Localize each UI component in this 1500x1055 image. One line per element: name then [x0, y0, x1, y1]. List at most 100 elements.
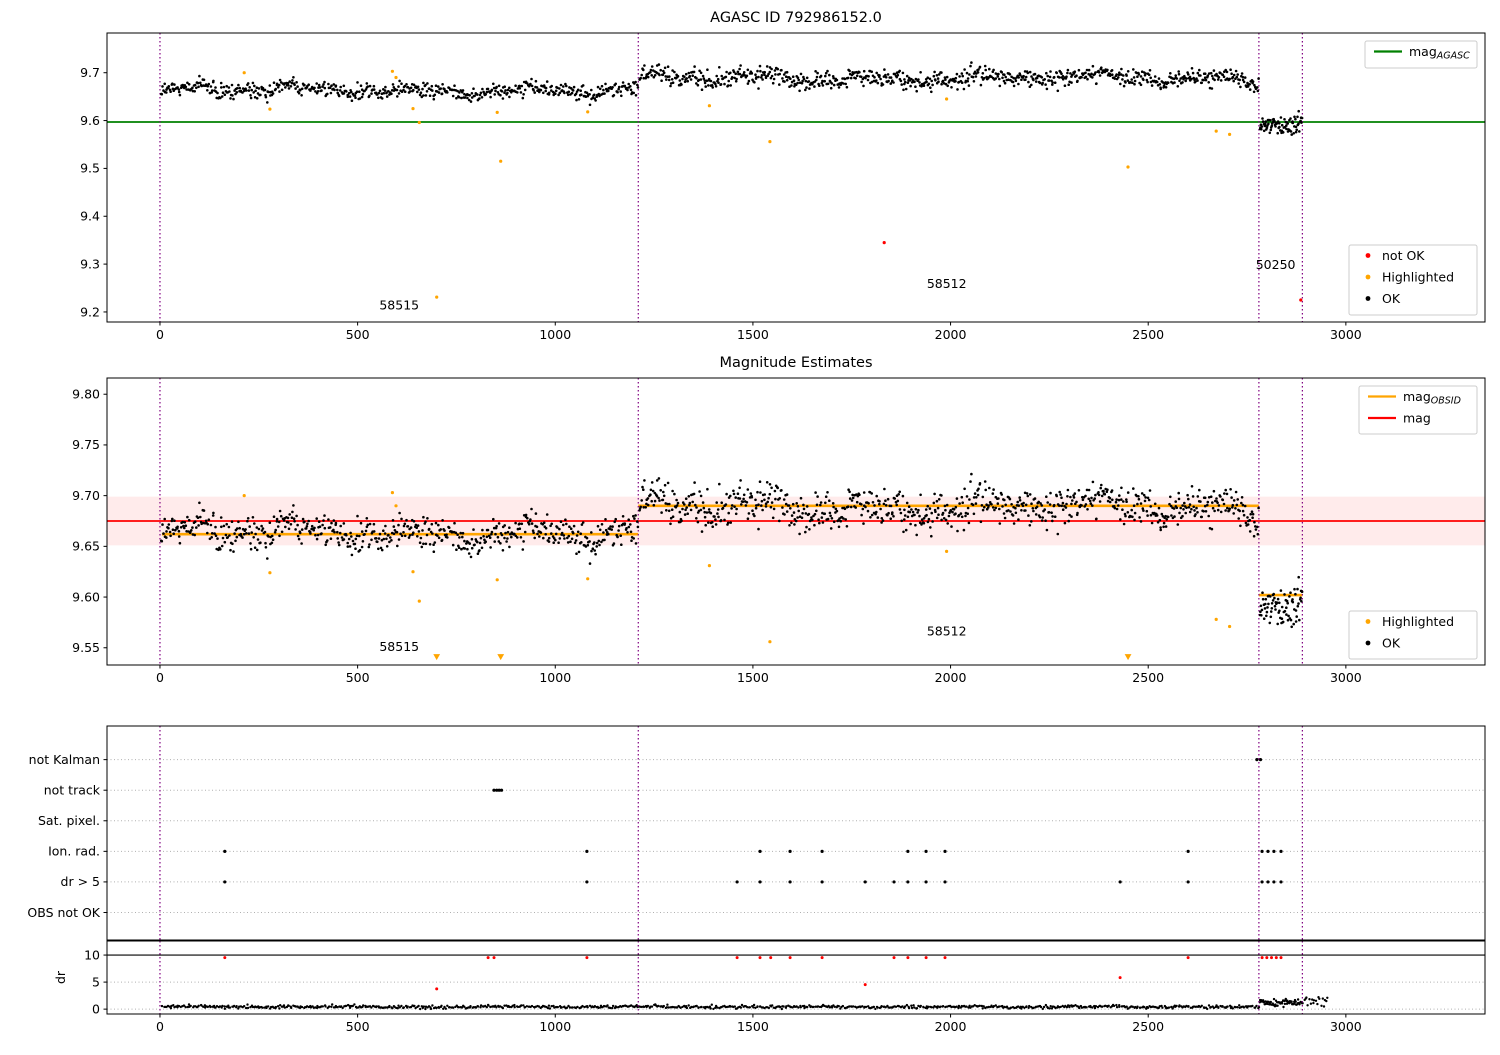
legend-marker-dot — [1365, 253, 1371, 258]
flag-point — [943, 849, 947, 853]
flag-point — [1186, 880, 1190, 884]
flag-point — [758, 880, 762, 884]
y-tick-label: 9.7 — [80, 65, 100, 80]
x-tick-label: 2000 — [935, 327, 967, 342]
x-tick-label: 1000 — [539, 327, 571, 342]
flag-point — [1266, 880, 1270, 884]
x-tick-label: 0 — [156, 327, 164, 342]
y-tick-label: 9.70 — [72, 488, 100, 503]
flag-row-label: dr > 5 — [61, 874, 100, 889]
y-tick-label: 9.60 — [72, 589, 100, 604]
highlighted-scatter — [242, 69, 1232, 299]
ok-scatter — [159, 472, 1304, 629]
y-tick-label: 10 — [84, 947, 100, 962]
flag-point — [892, 880, 896, 884]
legend-marker-dot — [1365, 619, 1371, 624]
plot-dr: 0 500 1000 1500 2000 2500 3000 0 5 10 dr — [53, 940, 1486, 1034]
y-tick-label: 9.2 — [80, 304, 100, 319]
flag-point — [735, 880, 739, 884]
axes-frame — [106, 725, 1486, 941]
flag-point — [1260, 880, 1264, 884]
axes-frame — [106, 377, 1486, 666]
y-tick-label: 9.3 — [80, 256, 100, 271]
highlighted-clipped-marker — [433, 654, 441, 661]
dr-axis-label: dr — [53, 970, 68, 984]
x-tick-label: 2500 — [1132, 670, 1164, 685]
flag-point — [497, 788, 501, 792]
flag-row-label: not Kalman — [29, 752, 100, 767]
flag-point — [1272, 880, 1276, 884]
legend-label: Highlighted — [1382, 270, 1454, 285]
y-tick-label: 9.6 — [80, 113, 100, 128]
flag-point — [1279, 880, 1283, 884]
dr-scatter — [160, 996, 1329, 1011]
axes-frame — [106, 32, 1486, 323]
x-tick-label: 1500 — [737, 1019, 769, 1034]
legend-box — [1358, 385, 1478, 435]
flag-point — [758, 849, 762, 853]
flag-row-label: not track — [44, 783, 101, 798]
obsid-annotation: 50250 — [1256, 257, 1296, 272]
legend-marker-dot — [1365, 640, 1371, 646]
flag-point — [1258, 758, 1263, 762]
x-tick-label: 1500 — [737, 670, 769, 685]
legend-marker-dot — [1365, 274, 1371, 280]
dr-red-scatter — [223, 956, 1283, 991]
obsid-annotation: 58515 — [379, 298, 419, 313]
flag-point — [863, 880, 867, 884]
flag-point — [906, 849, 910, 853]
x-tick-label: 2500 — [1132, 1019, 1164, 1034]
x-tick-label: 2000 — [935, 670, 967, 685]
y-tick-label: 9.65 — [72, 539, 100, 554]
legend-marker-dot — [1365, 296, 1371, 301]
plot-agasc-mag: 58515 58512 50250 0 500 1000 1500 2000 2500 3000 9… — [80, 10, 1486, 342]
flag-point — [1255, 758, 1259, 762]
x-tick-label: 500 — [346, 1019, 370, 1034]
not-ok-scatter — [882, 241, 1303, 302]
flag-point — [223, 849, 227, 853]
flag-point — [223, 880, 227, 884]
flag-point — [495, 788, 499, 792]
plot-title-agasc: AGASC ID 792986152.0 — [710, 10, 882, 26]
flag-point — [788, 849, 792, 853]
legend-mag-agasc: magAGASC — [1364, 40, 1478, 69]
plot-flags: not Kalman not track Sat. pixel. Ion. rad. d… — [27, 725, 1486, 941]
x-tick-label: 500 — [346, 327, 370, 342]
flag-point — [906, 880, 910, 884]
obsid-annotation: 58512 — [927, 624, 967, 639]
x-tick-label: 2500 — [1132, 327, 1164, 342]
x-tick-label: 1500 — [737, 327, 769, 342]
flag-point — [924, 880, 928, 884]
flag-point — [924, 849, 928, 853]
flag-point — [1260, 849, 1264, 853]
flag-row-label: Ion. rad. — [48, 844, 100, 859]
obsid-annotation: 58515 — [379, 639, 419, 654]
highlighted-clipped-marker — [1124, 654, 1132, 661]
y-tick-label: 0 — [92, 1001, 100, 1016]
x-tick-label: 3000 — [1330, 670, 1362, 685]
y-tick-label: 9.75 — [72, 437, 100, 452]
legend-label: mag — [1403, 411, 1431, 426]
flag-point — [1279, 849, 1283, 853]
x-tick-label: 0 — [156, 670, 164, 685]
y-tick-label: 5 — [92, 974, 100, 989]
legend-label: Highlighted — [1382, 614, 1454, 629]
legend-highlighted: Highlighted OK — [1348, 610, 1478, 660]
flag-point — [1272, 849, 1276, 853]
plot-mag-estimates: 58515 58512 0 500 1000 1500 2000 2500 3000 9.55 9.… — [72, 355, 1486, 685]
flag-point — [585, 849, 589, 853]
y-tick-label: 9.55 — [72, 640, 100, 655]
flag-point — [820, 849, 824, 853]
flag-point — [585, 880, 589, 884]
flag-point — [820, 880, 824, 884]
highlighted-scatter — [242, 491, 1232, 644]
flag-point — [1266, 849, 1270, 853]
y-tick-label: 9.80 — [72, 387, 100, 402]
legend-quality: not OK Highlighted OK — [1348, 244, 1478, 316]
highlighted-clipped-marker — [497, 654, 505, 661]
x-tick-label: 3000 — [1330, 327, 1362, 342]
obsid-annotation: 58512 — [927, 276, 967, 291]
legend-label: OK — [1382, 636, 1401, 651]
